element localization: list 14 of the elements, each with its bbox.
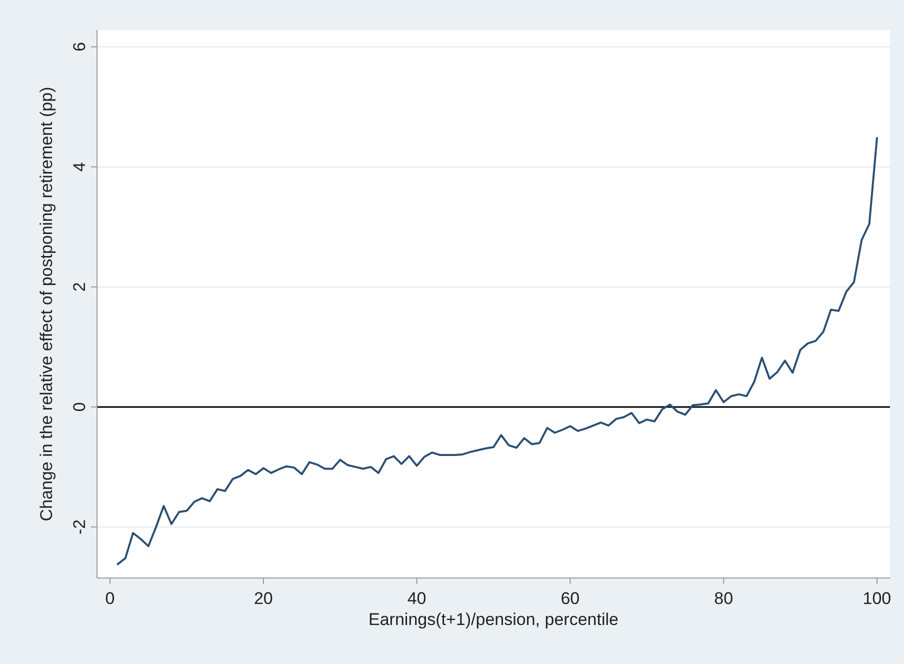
y-axis-title: Change in the relative effect of postponing retirement (pp) bbox=[37, 86, 56, 522]
x-tick-label: 0 bbox=[105, 589, 115, 608]
y-tick-label: -2 bbox=[70, 519, 89, 535]
line-series bbox=[116, 137, 878, 566]
x-axis-title: Earnings(t+1)/pension, percentile bbox=[368, 610, 618, 629]
y-tick-label: 4 bbox=[70, 162, 89, 172]
x-tick-label: 40 bbox=[407, 589, 426, 608]
y-tick-label: 2 bbox=[70, 282, 89, 292]
x-tick-label: 60 bbox=[560, 589, 580, 608]
y-tick-label: 0 bbox=[70, 402, 89, 412]
x-tick-label: 100 bbox=[862, 589, 892, 608]
x-tick-label: 20 bbox=[254, 589, 273, 608]
x-tick-label: 80 bbox=[714, 589, 734, 608]
y-tick-label: 6 bbox=[70, 42, 89, 52]
